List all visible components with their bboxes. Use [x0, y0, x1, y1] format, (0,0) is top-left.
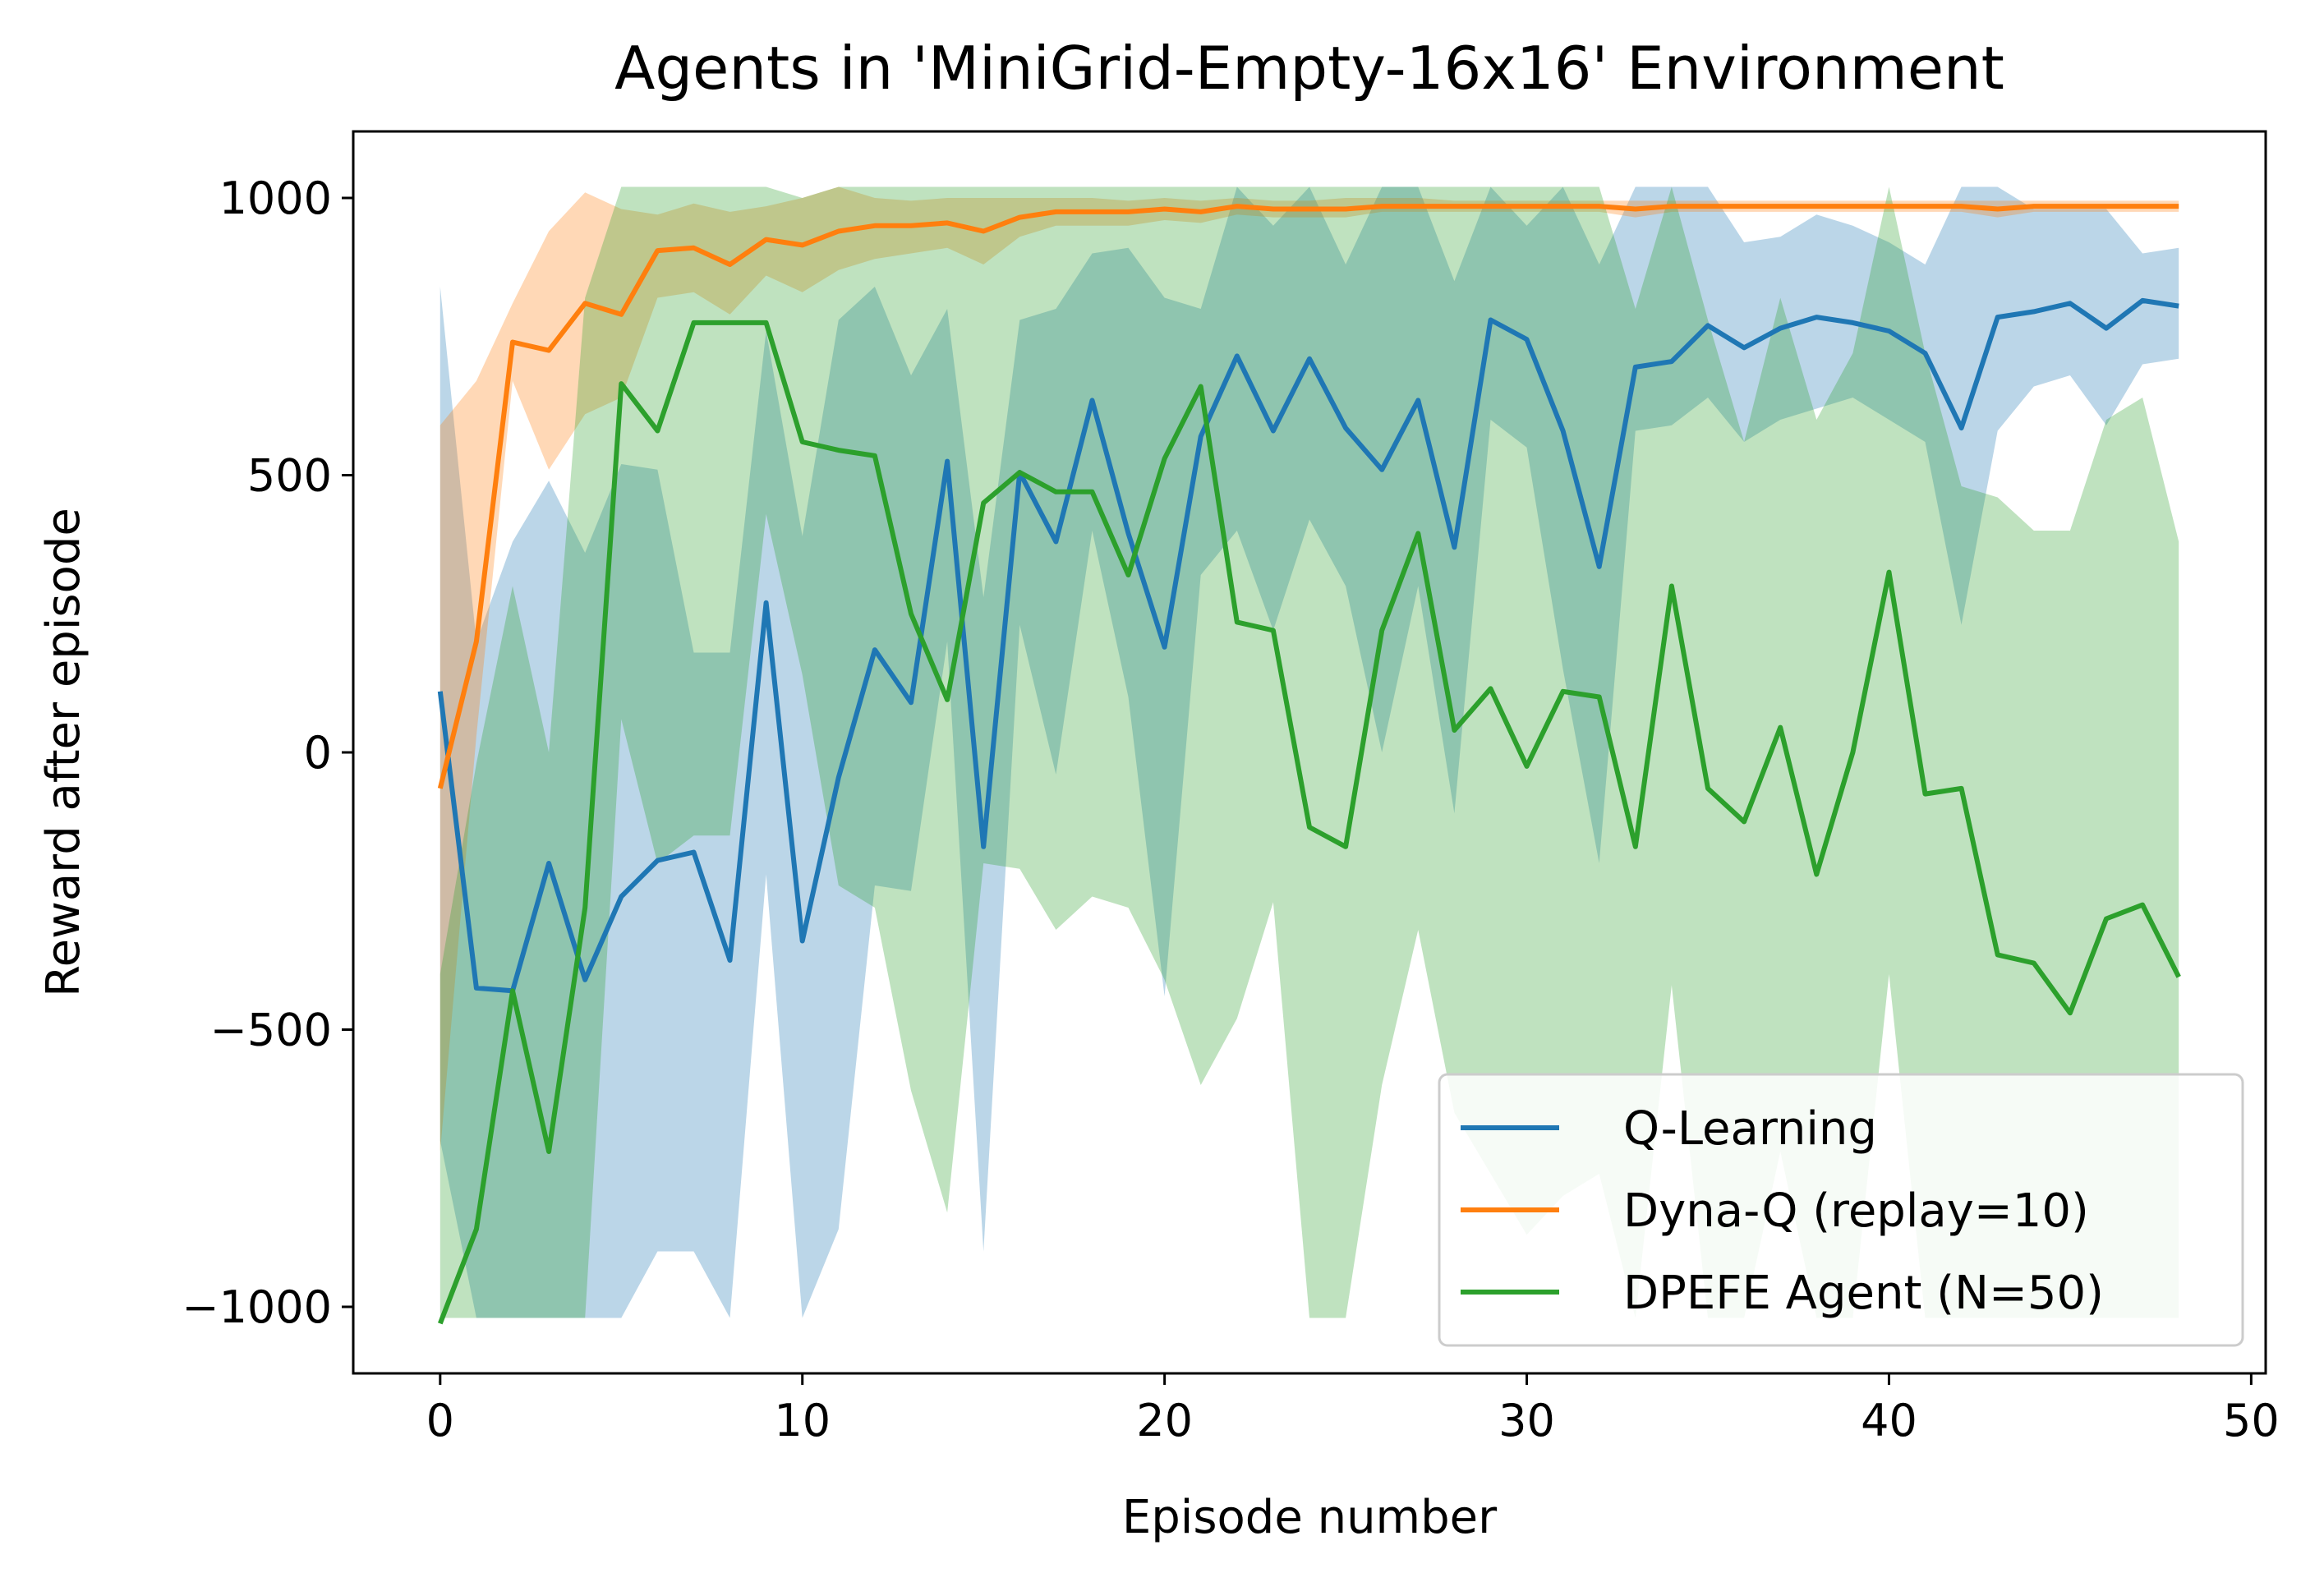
band-dyna-q-replay-10 [439, 186, 2179, 1152]
x-tick-label: 0 [426, 1395, 454, 1446]
x-axis-label: Episode number [1122, 1491, 1498, 1544]
series-line-q-learning [437, 297, 2179, 994]
legend-label-dyna-q-replay-10: Dyna-Q (replay=10) [1623, 1184, 2089, 1238]
x-tick-label: 20 [1136, 1395, 1193, 1446]
y-tick-label: 1000 [219, 172, 332, 224]
y-tick-label: 500 [247, 450, 332, 502]
series-line-dyna-q-replay-10 [437, 204, 2179, 789]
x-tick-label: 30 [1498, 1395, 1555, 1446]
y-axis-label: Reward after episode [37, 508, 90, 997]
series-line-dpefe-agent-n-50 [437, 320, 2181, 1325]
chart-title: Agents in 'MiniGrid-Empty-16x16' Environ… [614, 34, 2004, 103]
legend-label-dpefe-agent-n-50: DPEFE Agent (N=50) [1623, 1267, 2104, 1320]
x-tick-label: 50 [2223, 1395, 2280, 1446]
legend: Q-Learning Dyna-Q (replay=10) DPEFE Agent … [1438, 1073, 2244, 1347]
y-tick-label: −1000 [182, 1281, 332, 1333]
bands-layer [439, 186, 2179, 1318]
band-q-learning [439, 186, 2179, 1318]
y-tick-label: −500 [210, 1005, 332, 1056]
legend-box [1438, 1073, 2244, 1347]
lines-layer [437, 204, 2181, 1325]
y-axis: −1000 −500 0 500 1000 [182, 172, 353, 1333]
x-tick-label: 40 [1861, 1395, 1917, 1446]
band-dpefe-agent-n-50 [439, 186, 2179, 1318]
legend-label-q-learning: Q-Learning [1623, 1102, 1877, 1156]
y-tick-label: 0 [304, 727, 332, 779]
x-axis: 0 10 20 30 40 50 [426, 1373, 2280, 1446]
x-tick-label: 10 [774, 1395, 831, 1446]
